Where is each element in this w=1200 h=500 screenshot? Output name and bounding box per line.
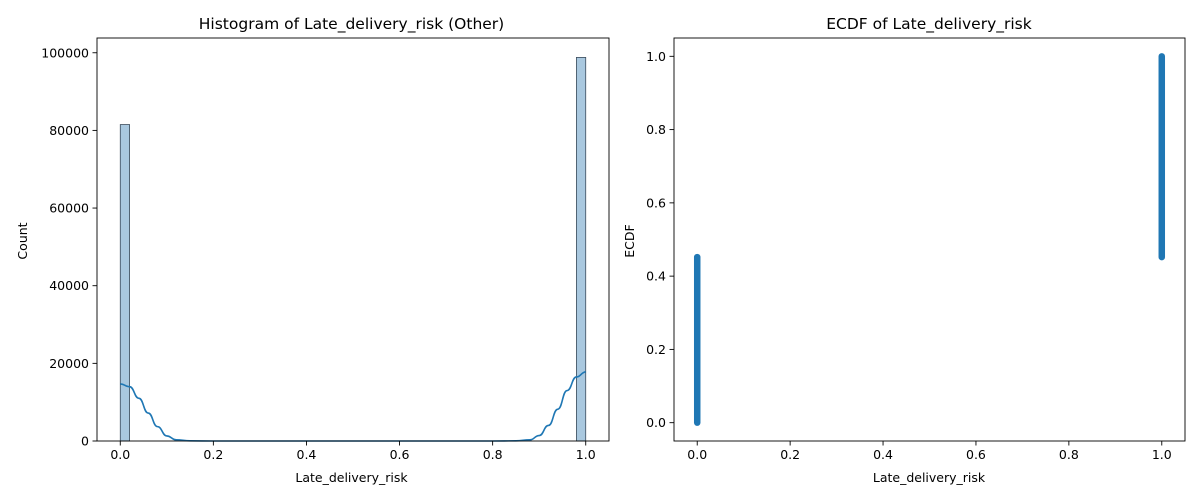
- ecdf-y-axis-label: ECDF: [622, 224, 637, 257]
- histogram-x-tick-label: 1.0: [576, 447, 596, 462]
- histogram-y-tick-label: 40000: [49, 278, 89, 293]
- histogram-bar: [119, 124, 130, 442]
- ecdf-axes-frame: [673, 37, 1186, 442]
- histogram-x-tick-label: 0.6: [390, 447, 410, 462]
- histogram-y-axis-label: Count: [15, 222, 30, 259]
- ecdf-x-tick-label: 0.6: [966, 447, 986, 462]
- ecdf-x-tick-label: 0.2: [780, 447, 800, 462]
- ecdf-y-ticks: 0.0 0.2 0.4 0.6 0.8 1.0: [646, 49, 674, 430]
- ecdf-panel: ECDF of Late_delivery_risk Late_delivery…: [622, 15, 1186, 485]
- ecdf-x-tick-label: 0.0: [687, 447, 707, 462]
- ecdf-y-tick-label: 0.6: [646, 195, 666, 210]
- ecdf-points: [693, 53, 1166, 426]
- ecdf-y-tick-label: 0.2: [646, 342, 666, 357]
- histogram-x-tick-label: 0.0: [110, 447, 130, 462]
- ecdf-x-ticks: 0.0 0.2 0.4 0.6 0.8 1.0: [687, 441, 1172, 462]
- histogram-x-axis-label: Late_delivery_risk: [295, 470, 408, 485]
- histogram-bar: [576, 57, 587, 442]
- histogram-x-tick-label: 0.4: [297, 447, 317, 462]
- histogram-kde: [120, 371, 586, 442]
- ecdf-y-tick-label: 0.8: [646, 122, 666, 137]
- ecdf-title: ECDF of Late_delivery_risk: [826, 15, 1032, 34]
- histogram-y-tick-label: 20000: [49, 356, 89, 371]
- ecdf-y-tick-label: 0.0: [646, 415, 666, 430]
- histogram-title: Histogram of Late_delivery_risk (Other): [199, 15, 504, 34]
- histogram-x-tick-label: 0.2: [203, 447, 223, 462]
- histogram-panel: Histogram of Late_delivery_risk (Other) …: [15, 15, 610, 485]
- histogram-y-ticks: 0 20000 40000 60000 80000 100000: [41, 45, 97, 449]
- histogram-y-tick-label: 0: [81, 434, 89, 449]
- histogram-y-tick-label: 60000: [49, 201, 89, 216]
- histogram-x-tick-label: 0.8: [483, 447, 503, 462]
- ecdf-x-axis-label: Late_delivery_risk: [873, 470, 986, 485]
- histogram-bars: [119, 57, 587, 442]
- ecdf-x-tick-label: 0.4: [873, 447, 893, 462]
- ecdf-y-tick-label: 1.0: [646, 49, 666, 64]
- ecdf-x-tick-label: 0.8: [1059, 447, 1079, 462]
- histogram-y-tick-label: 100000: [41, 45, 89, 60]
- ecdf-y-tick-label: 0.4: [646, 269, 666, 284]
- kde-line: [120, 371, 586, 442]
- histogram-y-tick-label: 80000: [49, 123, 89, 138]
- histogram-axes-frame: [96, 37, 610, 442]
- histogram-x-ticks: 0.0 0.2 0.4 0.6 0.8 1.0: [110, 441, 596, 462]
- ecdf-x-tick-label: 1.0: [1152, 447, 1172, 462]
